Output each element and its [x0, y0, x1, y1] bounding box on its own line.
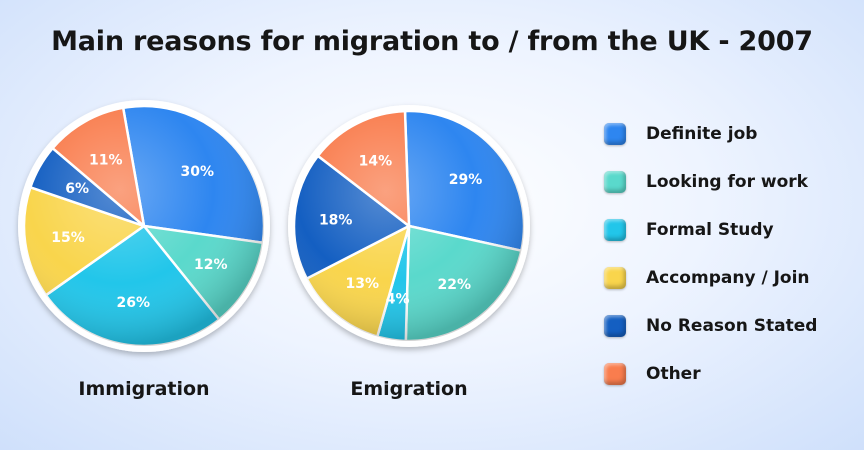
slice-label-accompany-join: 13% — [346, 276, 380, 292]
pie-caption-immigration: Immigration — [78, 378, 209, 400]
pie-caption-emigration: Emigration — [350, 378, 467, 400]
legend-label: Accompany / Join — [646, 268, 810, 288]
slice-label-definite-job: 30% — [181, 164, 215, 180]
legend-swatch — [604, 123, 626, 145]
legend-swatch — [604, 219, 626, 241]
legend-label: Definite job — [646, 124, 758, 144]
emigration-pie: 29% 22% 4% 13% 18% 14% — [288, 105, 530, 347]
slice-label-other: 14% — [359, 154, 393, 170]
slice-label-other: 11% — [89, 152, 123, 168]
legend-swatch — [604, 315, 626, 337]
legend-label: Other — [646, 364, 701, 384]
slice-label-looking-for-work: 22% — [438, 277, 472, 293]
legend-item-other: Other — [604, 362, 817, 386]
slice-label-formal-study: 4% — [386, 292, 410, 308]
legend-item-formal-study: Formal Study — [604, 218, 817, 242]
slice-label-looking-for-work: 12% — [194, 257, 228, 273]
chart-title: Main reasons for migration to / from the… — [51, 26, 813, 57]
slice-label-formal-study: 26% — [117, 295, 151, 311]
legend-label: Formal Study — [646, 220, 774, 240]
legend-item-no-reason-stated: No Reason Stated — [604, 314, 817, 338]
legend-item-definite-job: Definite job — [604, 122, 817, 146]
slice-label-no-reason-stated: 18% — [319, 212, 353, 228]
legend-label: Looking for work — [646, 172, 808, 192]
immigration-pie: 30% 12% 26% 15% 6%11% — [18, 100, 270, 352]
legend-item-accompany-join: Accompany / Join — [604, 266, 817, 290]
legend: Definite job Looking for work Formal Stu… — [604, 122, 817, 410]
legend-item-looking-for-work: Looking for work — [604, 170, 817, 194]
slice-label-accompany-join: 15% — [51, 230, 85, 246]
slice-label-definite-job: 29% — [449, 172, 483, 188]
legend-swatch — [604, 363, 626, 385]
slice-label-no-reason-stated: 6% — [65, 181, 89, 197]
legend-swatch — [604, 267, 626, 289]
legend-label: No Reason Stated — [646, 316, 818, 336]
legend-swatch — [604, 171, 626, 193]
